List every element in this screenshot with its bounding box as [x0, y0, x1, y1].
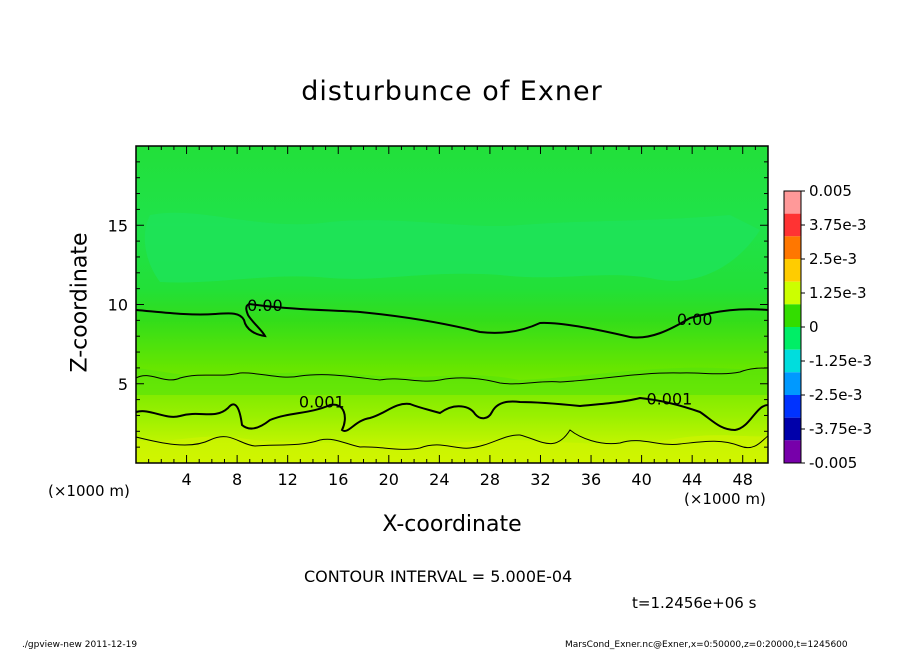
x-tick-label: 48: [733, 470, 753, 489]
colorbar-labels: 0.005 3.75e-3 2.5e-3 1.25e-3 0 -1.25e-3 -2.5e-…: [809, 182, 872, 472]
y-tick-label: 5: [118, 375, 128, 394]
y-axis-label: Z-coordinate: [67, 232, 93, 373]
time-label: t=1.2456e+06 s: [632, 594, 757, 612]
x-tick-label: 20: [379, 470, 399, 489]
contour-001: [135, 396, 769, 432]
colorbar-label: -2.5e-3: [809, 386, 862, 404]
colorbar-label: 2.5e-3: [809, 250, 857, 268]
axis-ticks: [136, 146, 768, 463]
x-tick-label: 36: [581, 470, 601, 489]
contours: [135, 302, 769, 450]
contour-label: 0.00: [677, 310, 713, 329]
colorbar: [783, 190, 805, 464]
contour-labels: 0.00 0.00 0.001 0.001: [247, 296, 713, 412]
contour-zero: [135, 302, 769, 339]
contour-0015: [135, 429, 769, 450]
colorbar-swatch: [784, 327, 801, 350]
y-tick-label: 15: [108, 216, 128, 235]
x-tick-label: 8: [232, 470, 242, 489]
x-tick-label: 44: [682, 470, 702, 489]
colorbar-swatch: [784, 259, 801, 282]
colorbar-swatch: [784, 236, 801, 259]
chart-title: disturbunce of Exner: [301, 76, 603, 107]
heatmap-field: [136, 146, 768, 463]
contour-half: [135, 367, 769, 385]
x-tick-label: 4: [181, 470, 191, 489]
colorbar-label: 3.75e-3: [809, 216, 867, 234]
colorbar-label: -1.25e-3: [809, 352, 872, 370]
x-tick-label: 32: [530, 470, 550, 489]
colorbar-swatch: [784, 281, 801, 305]
x-axis-label: X-coordinate: [382, 512, 522, 537]
y-tick-label: 10: [108, 296, 128, 315]
colorbar-swatch: [784, 417, 801, 441]
x-tick-label: 24: [429, 470, 449, 489]
x-tick-label: 16: [328, 470, 348, 489]
x-tick-label: 28: [480, 470, 500, 489]
contour-label: 0.00: [247, 296, 283, 315]
contour-label: 0.001: [299, 393, 345, 412]
contour-interval: CONTOUR INTERVAL = 5.000E-04: [304, 567, 573, 586]
colorbar-label: 1.25e-3: [809, 284, 867, 302]
x-tick-label: 40: [631, 470, 651, 489]
x-axis-unit: (×1000 m): [684, 490, 766, 508]
colorbar-swatch: [784, 304, 801, 327]
footer-right: MarsCond_Exner.nc@Exner,x=0:50000,z=0:20…: [565, 640, 848, 650]
colorbar-swatch: [784, 440, 801, 463]
colorbar-swatch: [784, 191, 801, 214]
colorbar-swatch: [784, 372, 801, 395]
colorbar-label: -3.75e-3: [809, 420, 872, 438]
colorbar-label: 0: [809, 318, 819, 336]
colorbar-label: 0.005: [809, 182, 852, 200]
colorbar-swatch: [784, 213, 801, 237]
y-axis-unit: (×1000 m): [48, 482, 130, 500]
colorbar-swatch: [784, 349, 801, 373]
colorbar-label: -0.005: [809, 454, 857, 472]
footer-left: ./gpview-new 2011-12-19: [22, 640, 138, 650]
x-tick-label: 12: [278, 470, 298, 489]
colorbar-swatch: [784, 395, 801, 418]
contour-label: 0.001: [647, 389, 693, 408]
